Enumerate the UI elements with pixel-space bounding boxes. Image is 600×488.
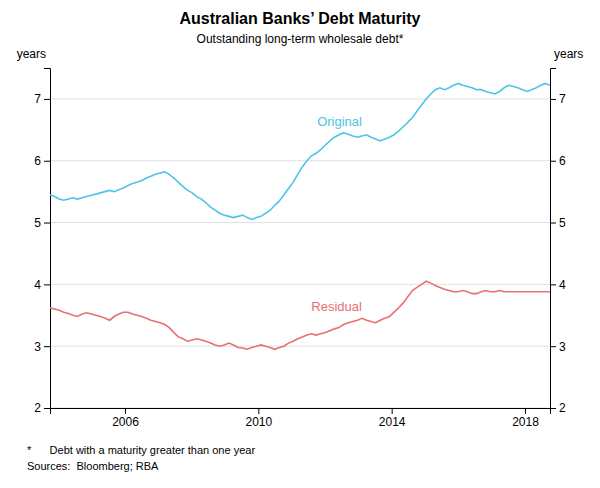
y-axis-label: years bbox=[17, 47, 46, 61]
tick: 5 bbox=[550, 216, 566, 230]
tick: 2018 bbox=[512, 408, 539, 429]
subtitle: Outstanding long-term wholesale debt* bbox=[197, 32, 404, 46]
tick-mark bbox=[550, 408, 556, 409]
tick: 2 bbox=[550, 401, 566, 415]
tick-mark bbox=[125, 408, 126, 414]
tick: 2010 bbox=[245, 408, 272, 429]
tick-label: 2006 bbox=[112, 415, 139, 429]
plot-area bbox=[50, 83, 550, 349]
tick-mark bbox=[44, 284, 50, 285]
tick-label: 6 bbox=[34, 154, 41, 168]
tick: 4 bbox=[34, 278, 50, 292]
series-labels: Original Residual bbox=[311, 114, 362, 314]
series-label: Residual bbox=[311, 299, 362, 314]
tick-label: 7 bbox=[559, 92, 566, 106]
series-line bbox=[50, 83, 550, 219]
tick: 6 bbox=[34, 154, 50, 168]
tick-mark bbox=[258, 408, 259, 414]
tick-label: 4 bbox=[559, 278, 566, 292]
tick-label: 6 bbox=[559, 154, 566, 168]
tick: 2006 bbox=[112, 408, 139, 429]
tick-label: 2 bbox=[559, 401, 566, 415]
series-label: Original bbox=[317, 114, 362, 129]
tick-mark bbox=[44, 408, 50, 409]
tick: 7 bbox=[34, 92, 50, 106]
grid-line bbox=[50, 160, 550, 161]
tick-label: 7 bbox=[34, 92, 41, 106]
tick-label: 5 bbox=[34, 216, 41, 230]
tick-label: 2018 bbox=[512, 415, 539, 429]
tick-mark bbox=[550, 223, 556, 224]
x-axis: 2006 2010 2014 2018 bbox=[51, 408, 551, 429]
tick-label: 4 bbox=[34, 278, 41, 292]
axis-line bbox=[44, 69, 51, 409]
grid-line bbox=[50, 284, 550, 285]
tick-mark bbox=[44, 223, 50, 224]
tick-mark bbox=[550, 284, 556, 285]
tick-mark bbox=[44, 99, 50, 100]
footnote: * Debt with a maturity greater than one … bbox=[27, 444, 255, 456]
tick-mark bbox=[550, 99, 556, 100]
tick: 3 bbox=[34, 340, 50, 354]
footnote: Sources: Bloomberg; RBA bbox=[27, 460, 159, 472]
y2-axis: 2 3 4 5 6 7 bbox=[550, 69, 566, 416]
tick: 6 bbox=[550, 154, 566, 168]
tick-label: 2010 bbox=[245, 415, 272, 429]
chart: Australian Banks’ Debt Maturity Outstandi… bbox=[0, 0, 600, 488]
tick-label: 2014 bbox=[379, 415, 406, 429]
series-line bbox=[50, 281, 550, 349]
tick-label: 3 bbox=[34, 340, 41, 354]
grid-line bbox=[50, 346, 550, 347]
tick-mark bbox=[550, 346, 556, 347]
y2-axis-label: years bbox=[554, 47, 583, 61]
tick-label: 5 bbox=[559, 216, 566, 230]
tick-mark bbox=[44, 161, 50, 162]
grid bbox=[50, 99, 550, 408]
tick-mark bbox=[392, 408, 393, 414]
axis-line bbox=[551, 69, 557, 409]
tick: 4 bbox=[550, 278, 566, 292]
tick: 5 bbox=[34, 216, 50, 230]
tick-mark bbox=[550, 161, 556, 162]
tick: 7 bbox=[550, 92, 566, 106]
tick-mark bbox=[525, 408, 526, 414]
title: Australian Banks’ Debt Maturity bbox=[180, 10, 421, 27]
tick: 3 bbox=[550, 340, 566, 354]
tick: 2014 bbox=[379, 408, 406, 429]
tick-label: 2 bbox=[34, 401, 41, 415]
y-axis: 2 3 4 5 6 7 bbox=[34, 69, 50, 416]
tick-label: 3 bbox=[559, 340, 566, 354]
tick-mark bbox=[44, 346, 50, 347]
axis-line bbox=[51, 409, 551, 415]
tick: 2 bbox=[34, 401, 50, 415]
grid-line bbox=[50, 222, 550, 223]
grid-line bbox=[50, 98, 550, 99]
